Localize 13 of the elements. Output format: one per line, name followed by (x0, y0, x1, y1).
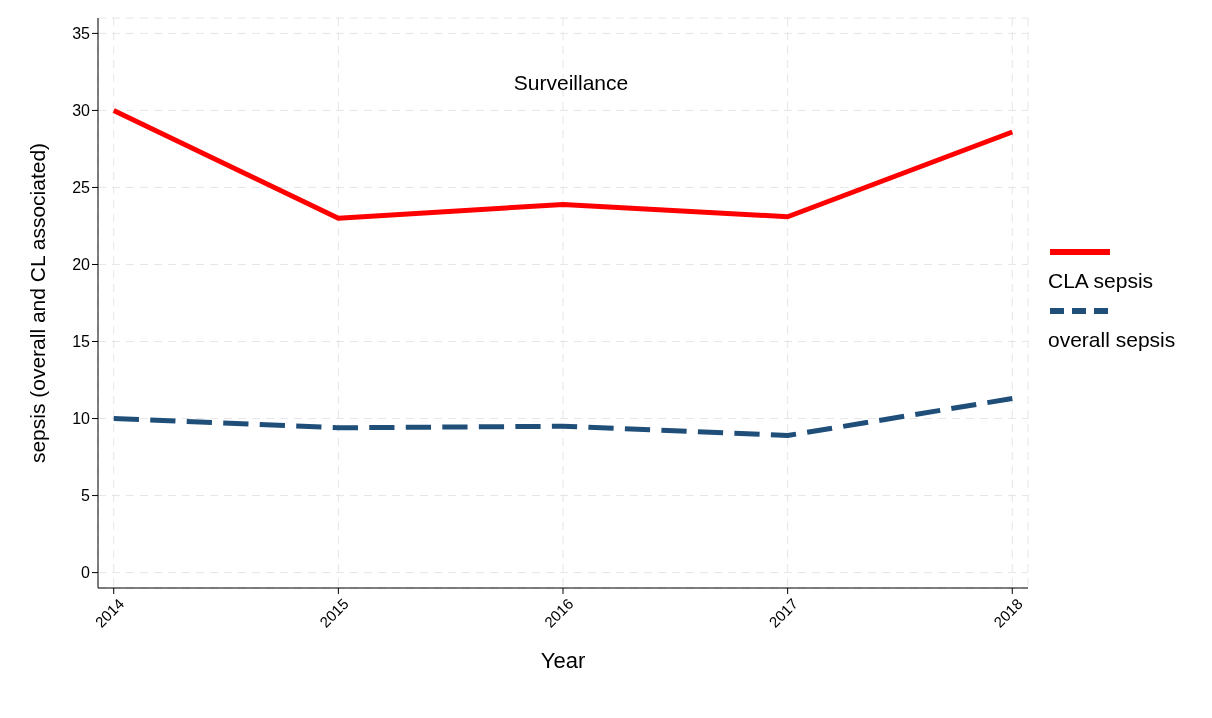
y-tick-label: 0 (81, 564, 91, 582)
y-tick-label: 35 (72, 25, 91, 43)
x-axis-title: Year (540, 648, 586, 673)
y-tick-label: 25 (72, 179, 91, 197)
y-tick-label: 15 (72, 333, 91, 351)
legend-label: overall sepsis (1048, 328, 1176, 352)
y-axis-title: sepsis (overall and CL associated) (26, 142, 50, 464)
y-tick-label: 10 (72, 410, 91, 428)
y-tick-label: 5 (81, 487, 91, 505)
legend-label: CLA sepsis (1048, 269, 1155, 293)
y-tick-label: 30 (72, 102, 91, 120)
y-tick-label: 20 (72, 256, 91, 274)
text: Surveillance (513, 71, 629, 94)
